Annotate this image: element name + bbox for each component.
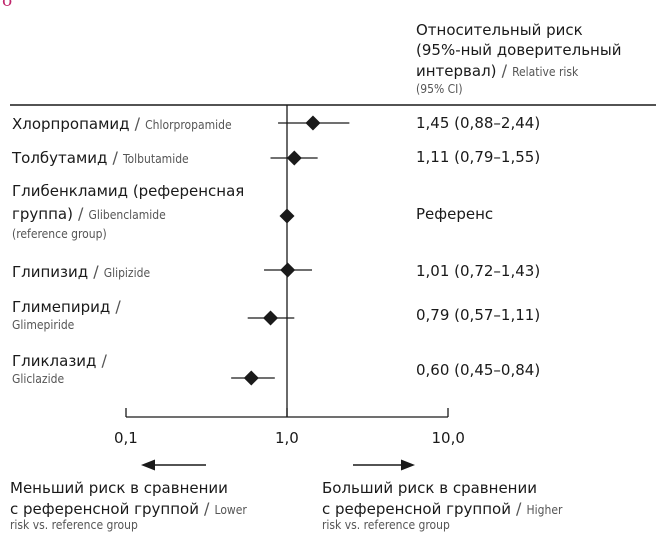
row-label-chlorpropamide: Хлорпропамид / Chlorpropamide	[12, 114, 232, 134]
row-label-ru: группа)	[12, 205, 73, 223]
row-label-en: Chlorpropamide	[145, 118, 232, 132]
column-header-line1: Относительный риск	[416, 21, 583, 39]
row-label-separator: /	[129, 114, 146, 133]
row-label-ru: Хлорпропамид	[12, 115, 130, 133]
footer-right-separator: /	[510, 499, 527, 518]
point-estimate-glibenclamide	[279, 208, 295, 224]
point-estimate-gliclazide	[243, 370, 259, 386]
row-label-ru: Глимепирид	[12, 298, 111, 316]
x-axis-ticks	[125, 408, 449, 417]
row-label-separator: /	[96, 351, 107, 370]
row-label-gliclazide-line2: Gliclazide	[12, 372, 65, 386]
footer-left-separator: /	[198, 499, 215, 518]
row-label-separator: /	[72, 204, 89, 223]
arrow-right-icon	[353, 459, 415, 471]
footer-left-line3: risk vs. reference group	[10, 518, 138, 532]
column-header-line2: (95%-ный доверительный	[416, 41, 622, 59]
footer-right-line3: risk vs. reference group	[322, 518, 450, 532]
footer-left-line1: Меньший риск в сравнении	[10, 479, 228, 497]
row-label-tolbutamide: Толбутамид / Tolbutamide	[12, 148, 189, 168]
footer-left-ru: с референсной группой	[10, 500, 199, 518]
top-fragment: ȯ	[2, 0, 13, 11]
row-label-glimepiride-line2: Glimepiride	[12, 318, 75, 332]
row-label-glibenclamide-line3: (reference group)	[12, 227, 107, 241]
row-label-gliclazide-line1: Гликлазид /	[12, 351, 107, 371]
column-header-line3: интервал) / Relative risk	[416, 61, 578, 81]
point-estimate-chlorpropamide	[305, 115, 321, 131]
tick-label-1-0: 1,0	[275, 429, 299, 447]
row-label-separator: /	[107, 148, 123, 167]
estimate-glimepiride: 0,79 (0,57–1,11)	[416, 306, 541, 324]
column-header-separator: /	[496, 61, 513, 80]
tick-label-10-0: 10,0	[431, 429, 465, 447]
estimate-tolbutamide: 1,11 (0,79–1,55)	[416, 148, 541, 166]
row-label-en: Glibenclamide	[88, 208, 166, 222]
footer-right-line1: Больший риск в сравнении	[322, 479, 537, 497]
row-label-separator: /	[110, 297, 121, 316]
point-estimate-glipizide	[280, 262, 296, 278]
row-label-separator: /	[88, 262, 104, 281]
row-label-en: Tolbutamide	[122, 152, 189, 166]
row-label-en: Glipizide	[103, 266, 151, 280]
footer-left-line2: с референсной группой / Lower	[10, 499, 247, 519]
row-label-glibenclamide-line2: группа) / Glibenclamide	[12, 204, 166, 224]
footer-right-en: Higher	[526, 503, 563, 517]
estimate-glibenclamide: Референс	[416, 205, 494, 223]
footer-left-en: Lower	[214, 503, 247, 517]
tick-label-0-1: 0,1	[114, 429, 138, 447]
row-label-glimepiride-line1: Глимепирид /	[12, 297, 121, 317]
point-estimate-glimepiride	[263, 310, 279, 326]
arrow-left-icon	[141, 459, 206, 471]
column-header-ru: интервал)	[416, 62, 497, 80]
estimate-glipizide: 1,01 (0,72–1,43)	[416, 262, 541, 280]
row-label-glipizide: Глипизид / Glipizide	[12, 262, 150, 282]
forest-marks	[231, 115, 350, 386]
estimate-gliclazide: 0,60 (0,45–0,84)	[416, 361, 541, 379]
point-estimate-tolbutamide	[286, 150, 302, 166]
column-header-en: Relative risk	[512, 65, 579, 79]
row-label-ru: Толбутамид	[12, 149, 108, 167]
row-label-ru: Глипизид	[12, 263, 89, 281]
column-header-en-line2: (95% CI)	[416, 82, 463, 96]
estimate-chlorpropamide: 1,45 (0,88–2,44)	[416, 114, 541, 132]
footer-right-line2: с референсной группой / Higher	[322, 499, 562, 519]
footer-right-ru: с референсной группой	[322, 500, 511, 518]
row-label-ru: Гликлазид	[12, 352, 97, 370]
row-label-glibenclamide-line1: Глибенкламид (референсная	[12, 182, 245, 200]
